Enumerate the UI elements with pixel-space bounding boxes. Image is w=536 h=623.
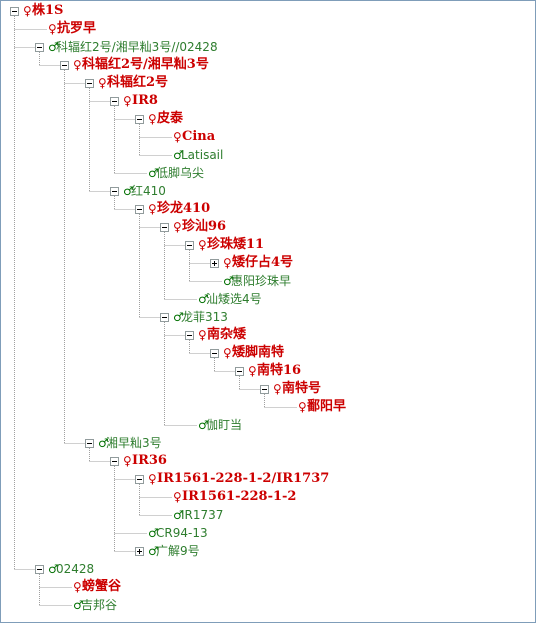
male-symbol-icon: ♂ bbox=[48, 40, 59, 54]
collapse-toggle-icon[interactable] bbox=[185, 241, 194, 250]
tree-node-label: 珍汕96 bbox=[182, 219, 227, 234]
female-symbol-icon: ♀ bbox=[223, 346, 232, 360]
tree-node-label: 南特16 bbox=[257, 363, 302, 378]
tree-node-label: IR36 bbox=[132, 453, 167, 468]
female-symbol-icon: ♀ bbox=[273, 382, 282, 396]
female-symbol-icon: ♀ bbox=[123, 94, 132, 108]
collapse-toggle-icon[interactable] bbox=[110, 97, 119, 106]
female-symbol-icon: ♀ bbox=[48, 22, 57, 36]
tree-node-label: 湘早籼3号 bbox=[106, 436, 162, 450]
collapse-toggle-icon[interactable] bbox=[110, 187, 119, 196]
female-symbol-icon: ♀ bbox=[148, 472, 157, 486]
tree-node-label: 南特号 bbox=[282, 381, 322, 396]
female-symbol-icon: ♀ bbox=[98, 76, 107, 90]
male-symbol-icon: ♂ bbox=[173, 310, 184, 324]
male-symbol-icon: ♂ bbox=[148, 544, 159, 558]
female-symbol-icon: ♀ bbox=[223, 256, 232, 270]
tree-node-label: CR94-13 bbox=[156, 526, 208, 540]
tree-node-label: IR1561-228-1-2 bbox=[182, 489, 297, 504]
female-symbol-icon: ♀ bbox=[198, 238, 207, 252]
female-symbol-icon: ♀ bbox=[198, 328, 207, 342]
tree-node-label: 伽盯当 bbox=[206, 418, 243, 432]
expand-toggle-icon[interactable] bbox=[135, 547, 144, 556]
tree-node-label: 科辐红2号/湘早籼3号//02428 bbox=[56, 40, 218, 54]
male-symbol-icon: ♂ bbox=[98, 436, 109, 450]
tree-node-label: 汕矮选4号 bbox=[206, 292, 262, 306]
male-symbol-icon: ♂ bbox=[198, 292, 209, 306]
male-symbol-icon: ♂ bbox=[48, 562, 59, 576]
tree-node-label: 02428 bbox=[56, 562, 95, 576]
collapse-toggle-icon[interactable] bbox=[260, 385, 269, 394]
female-symbol-icon: ♀ bbox=[173, 130, 182, 144]
female-symbol-icon: ♀ bbox=[298, 400, 307, 414]
female-symbol-icon: ♀ bbox=[173, 220, 182, 234]
collapse-toggle-icon[interactable] bbox=[85, 439, 94, 448]
tree-node-label: 科辐红2号/湘早籼3号 bbox=[82, 57, 209, 72]
tree-node-label: 矮仔占4号 bbox=[232, 255, 294, 270]
male-symbol-icon: ♂ bbox=[173, 508, 184, 522]
tree-node-label: 矮脚南特 bbox=[232, 345, 285, 360]
tree-node-label: 南杂矮 bbox=[207, 327, 247, 342]
tree-node-label: 科辐红2号 bbox=[107, 75, 169, 90]
collapse-toggle-icon[interactable] bbox=[185, 331, 194, 340]
tree-node-label: 珍龙410 bbox=[157, 201, 211, 216]
tree-node-label: 珍珠矮11 bbox=[207, 237, 265, 252]
collapse-toggle-icon[interactable] bbox=[135, 475, 144, 484]
tree-node-label: 螃蟹谷 bbox=[82, 579, 122, 594]
female-symbol-icon: ♀ bbox=[173, 490, 182, 504]
tree-node-label: 惠阳珍珠早 bbox=[231, 274, 292, 288]
collapse-toggle-icon[interactable] bbox=[35, 565, 44, 574]
collapse-toggle-icon[interactable] bbox=[160, 313, 169, 322]
male-symbol-icon: ♂ bbox=[123, 184, 134, 198]
collapse-toggle-icon[interactable] bbox=[160, 223, 169, 232]
collapse-toggle-icon[interactable] bbox=[135, 115, 144, 124]
tree-node-label: 株1S bbox=[32, 3, 64, 18]
tree-node-label: 低脚乌尖 bbox=[156, 166, 205, 180]
male-symbol-icon: ♂ bbox=[198, 418, 209, 432]
female-symbol-icon: ♀ bbox=[148, 202, 157, 216]
tree-node-label: 皮泰 bbox=[157, 111, 184, 126]
tree-node-label: Latisail bbox=[181, 148, 224, 162]
female-symbol-icon: ♀ bbox=[23, 4, 32, 18]
female-symbol-icon: ♀ bbox=[73, 580, 82, 594]
collapse-toggle-icon[interactable] bbox=[10, 7, 19, 16]
tree-node-label: 红410 bbox=[131, 184, 166, 198]
tree-node-label: 抗罗早 bbox=[57, 21, 97, 36]
male-symbol-icon: ♂ bbox=[173, 148, 184, 162]
collapse-toggle-icon[interactable] bbox=[85, 79, 94, 88]
collapse-toggle-icon[interactable] bbox=[210, 349, 219, 358]
male-symbol-icon: ♂ bbox=[223, 274, 234, 288]
female-symbol-icon: ♀ bbox=[248, 364, 257, 378]
male-symbol-icon: ♂ bbox=[148, 166, 159, 180]
tree-node-label: 广解9号 bbox=[156, 544, 200, 558]
tree-node-label: IR1737 bbox=[181, 508, 224, 522]
tree-node-label: 吉邦谷 bbox=[81, 598, 118, 612]
tree-node-label: 鄱阳早 bbox=[307, 399, 347, 414]
female-symbol-icon: ♀ bbox=[123, 454, 132, 468]
collapse-toggle-icon[interactable] bbox=[60, 61, 69, 70]
female-symbol-icon: ♀ bbox=[73, 58, 82, 72]
tree-node-label: IR8 bbox=[132, 93, 158, 108]
tree-node-label: IR1561-228-1-2/IR1737 bbox=[157, 471, 330, 486]
collapse-toggle-icon[interactable] bbox=[35, 43, 44, 52]
tree-node-label: 龙菲313 bbox=[181, 310, 228, 324]
female-symbol-icon: ♀ bbox=[148, 112, 157, 126]
collapse-toggle-icon[interactable] bbox=[110, 457, 119, 466]
expand-toggle-icon[interactable] bbox=[210, 259, 219, 268]
male-symbol-icon: ♂ bbox=[73, 598, 84, 612]
collapse-toggle-icon[interactable] bbox=[235, 367, 244, 376]
collapse-toggle-icon[interactable] bbox=[135, 205, 144, 214]
male-symbol-icon: ♂ bbox=[148, 526, 159, 540]
tree-node-label: Cina bbox=[182, 129, 216, 144]
